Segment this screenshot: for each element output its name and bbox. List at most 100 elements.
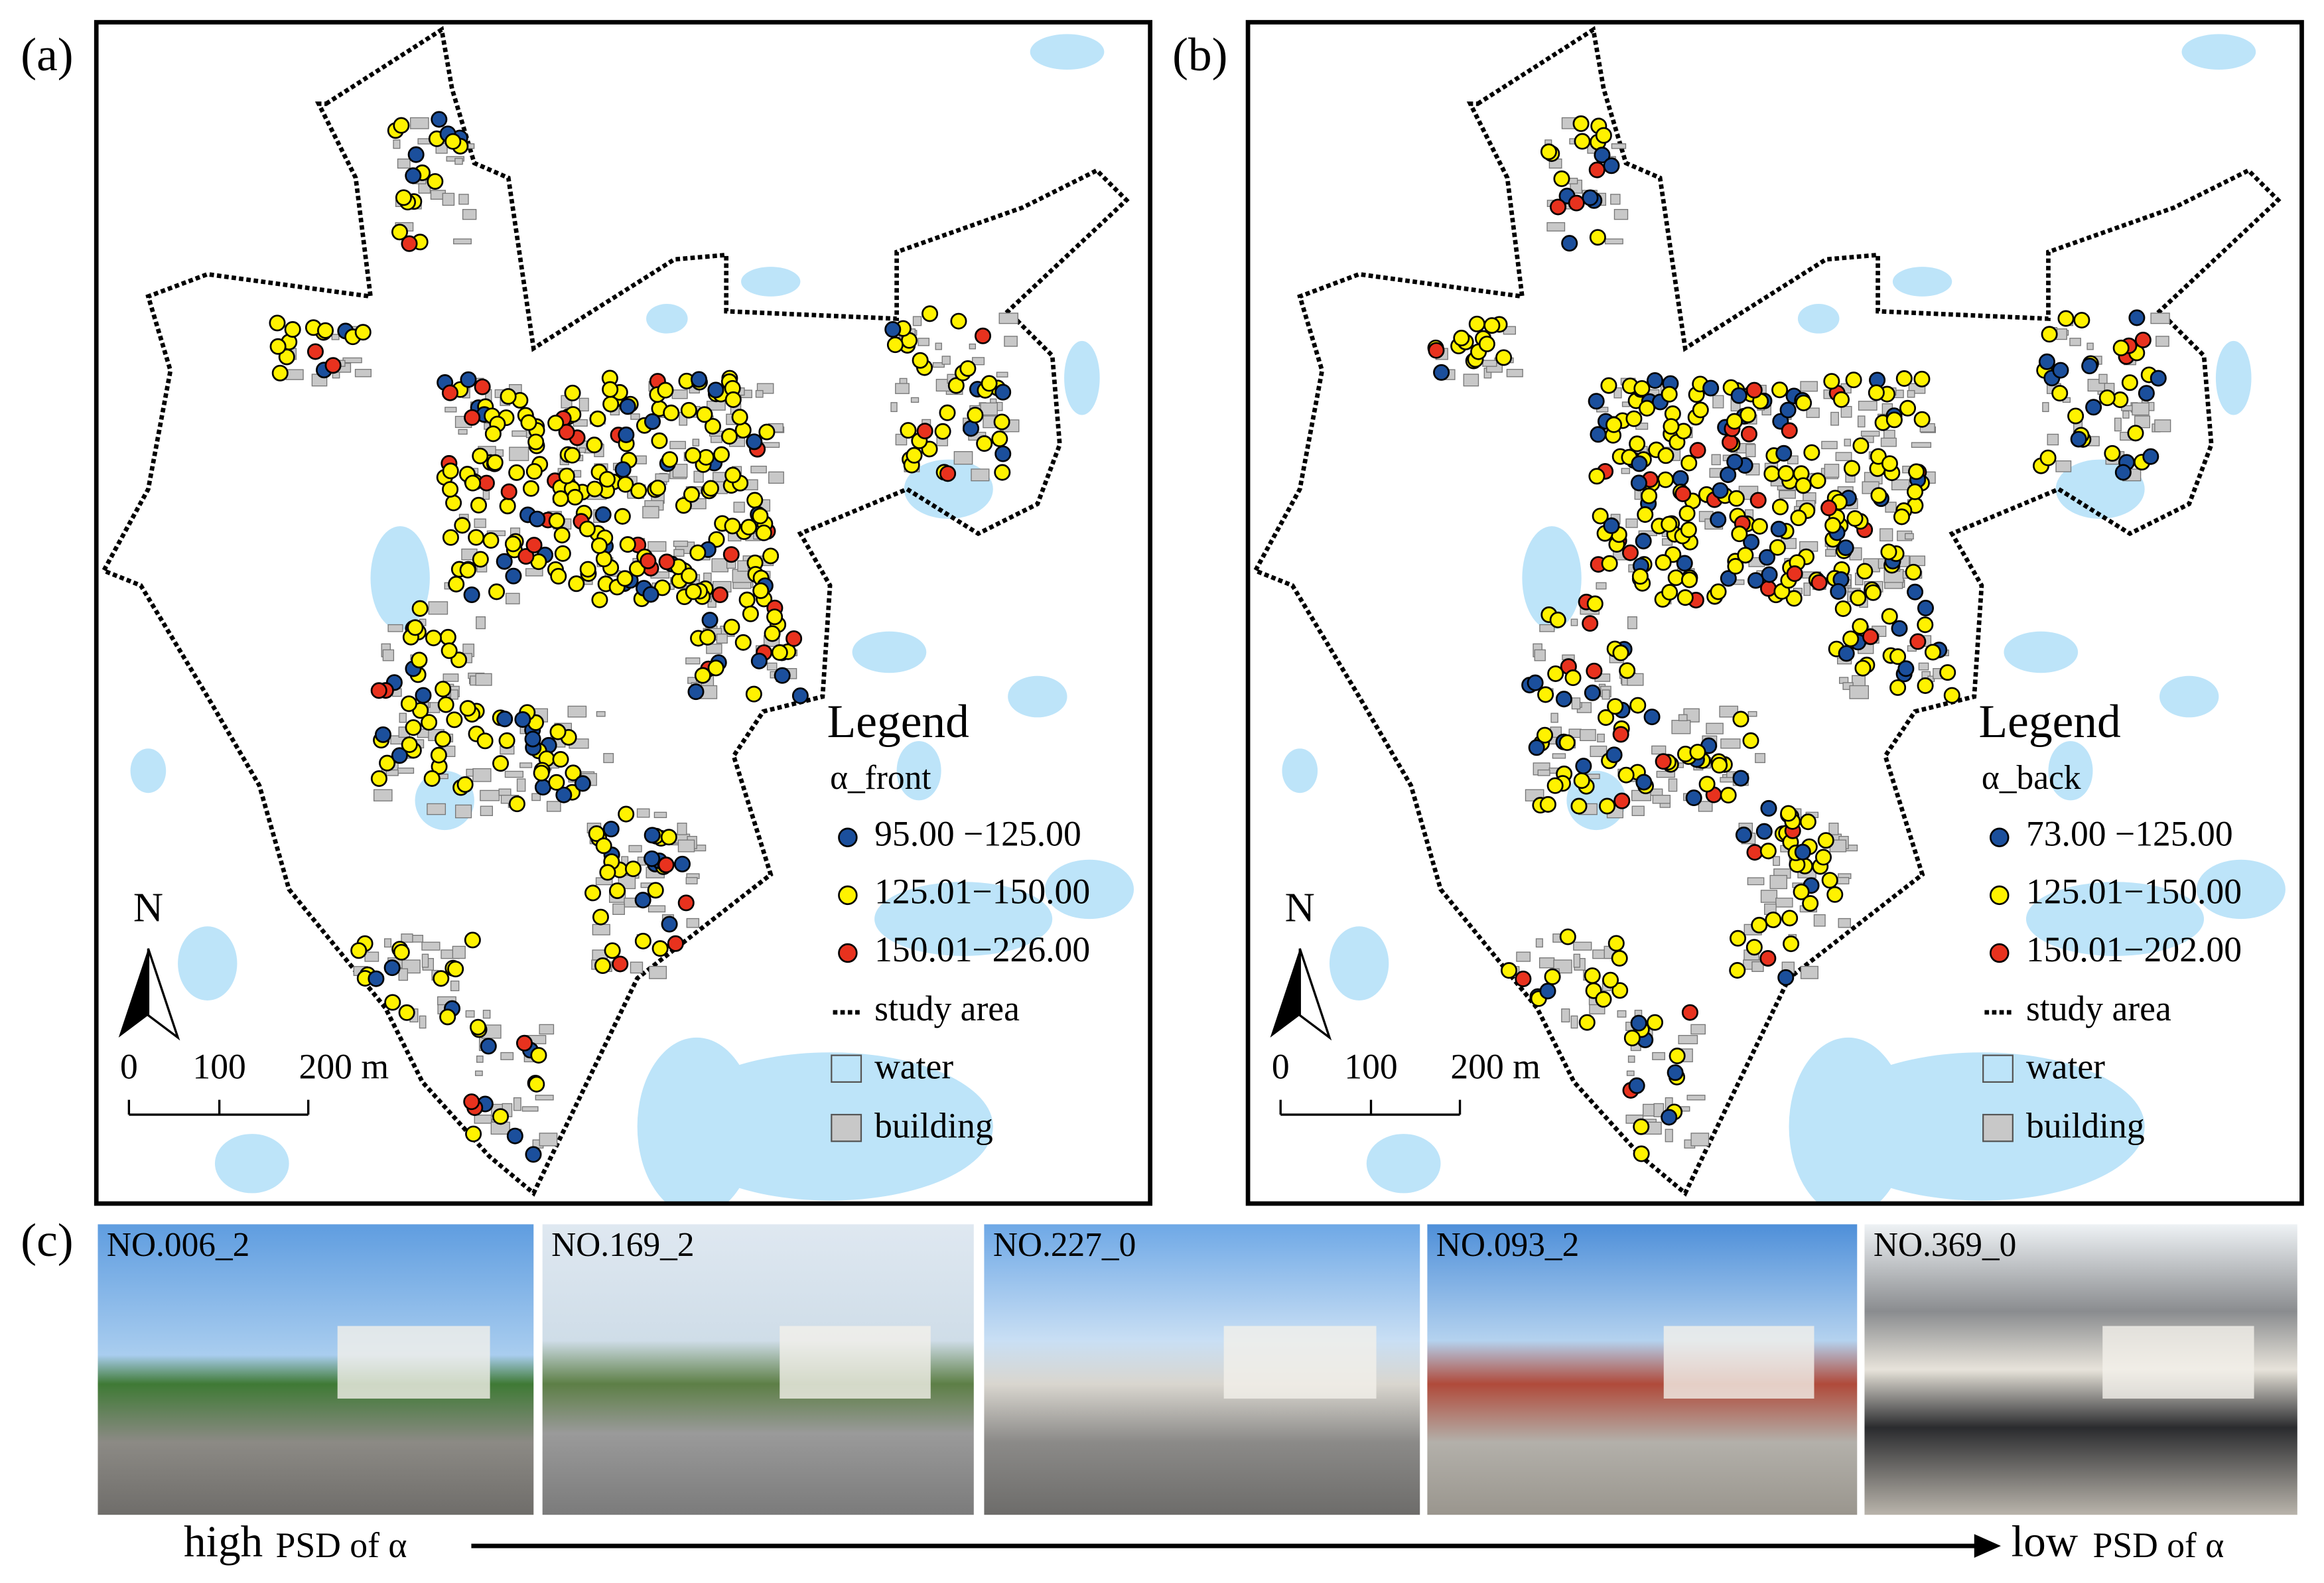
scale-label: 200 m — [1450, 1046, 1540, 1086]
sample-point — [488, 583, 506, 600]
sample-point — [731, 409, 748, 426]
building — [2155, 336, 2169, 347]
sample-point — [1539, 983, 1556, 1000]
sample-point — [994, 464, 1011, 481]
sample-point — [1594, 147, 1611, 164]
building — [628, 845, 642, 853]
sample-point — [1606, 416, 1623, 433]
sample-point — [1720, 570, 1737, 587]
sample-point — [1852, 618, 1869, 635]
sample-point — [1573, 772, 1590, 790]
sample-point — [1637, 506, 1654, 523]
sample-point — [1599, 797, 1616, 815]
sample-point — [750, 652, 768, 669]
building — [472, 768, 492, 782]
sample-point — [934, 423, 951, 440]
sample-point — [1727, 558, 1744, 575]
building — [454, 804, 472, 819]
building — [1885, 502, 1897, 513]
sample-point — [1612, 644, 1629, 661]
sample-point — [604, 942, 621, 959]
sample-point — [1749, 492, 1767, 509]
building — [579, 397, 589, 412]
building — [953, 450, 973, 465]
building — [895, 383, 910, 394]
building — [1573, 941, 1592, 951]
sample-point — [1795, 394, 1812, 411]
sample-point — [579, 520, 596, 537]
building — [401, 933, 413, 943]
sample-point — [1783, 935, 1800, 953]
building — [1538, 957, 1555, 969]
building — [1720, 738, 1741, 749]
building — [648, 905, 666, 913]
sample-point — [391, 224, 408, 241]
sample-point — [579, 561, 596, 578]
sample-point — [1795, 477, 1812, 494]
sample-point — [1483, 317, 1501, 334]
sample-point — [533, 764, 550, 782]
sample-point — [1675, 485, 1692, 502]
north-label: N — [133, 884, 163, 930]
sample-point — [528, 1075, 545, 1093]
legend-title: Legend — [1978, 695, 2120, 748]
sample-point — [401, 235, 418, 252]
sample-point — [786, 630, 803, 648]
sample-point — [370, 770, 387, 788]
sample-point — [1771, 381, 1789, 399]
sample-point — [1765, 911, 1782, 928]
building — [516, 778, 526, 792]
building — [1837, 877, 1850, 884]
building — [342, 357, 362, 364]
sample-point — [486, 454, 504, 471]
sample-point — [480, 1038, 497, 1055]
sample-point — [618, 426, 635, 443]
sample-point — [1657, 447, 1675, 464]
sample-point — [1544, 968, 1561, 985]
sample-point — [667, 935, 684, 952]
building — [509, 447, 529, 461]
sample-point — [1758, 549, 1775, 566]
psd-arrowhead — [1974, 1534, 2001, 1558]
sample-point — [464, 931, 481, 949]
building — [383, 938, 392, 948]
sample-point — [1824, 517, 1842, 534]
sample-point — [1586, 595, 1604, 612]
building — [1891, 479, 1910, 491]
building — [1573, 953, 1581, 968]
sample-point — [1729, 962, 1746, 979]
sample-point — [1564, 669, 1582, 687]
sample-point — [405, 719, 422, 736]
legend-title: Legend — [827, 695, 969, 748]
building — [539, 1133, 558, 1146]
sample-point — [1710, 583, 1727, 600]
sample-point — [1625, 410, 1643, 427]
building — [2047, 433, 2059, 446]
sample-point — [506, 1127, 523, 1144]
sample-point — [657, 381, 674, 399]
sample-point — [599, 864, 616, 881]
building — [706, 644, 722, 654]
sample-point — [649, 480, 667, 497]
building — [466, 768, 474, 777]
sample-point — [472, 551, 489, 568]
sample-point — [658, 553, 675, 571]
building — [1860, 431, 1880, 437]
sample-point — [947, 377, 965, 394]
sample-point — [1913, 370, 1931, 387]
sample-point — [534, 779, 551, 796]
sample-point — [1501, 962, 1518, 979]
sample-point — [586, 437, 603, 454]
sample-point — [1495, 349, 1513, 366]
sample-point — [1633, 1145, 1650, 1162]
sample-point — [1785, 590, 1803, 607]
sample-point — [1889, 648, 1907, 665]
photo-detail — [1663, 1326, 1814, 1399]
sample-point — [1777, 969, 1795, 986]
sample-point — [1692, 401, 1709, 419]
water-body — [2004, 631, 2079, 673]
building — [766, 662, 778, 671]
sample-point — [564, 384, 581, 401]
sample-point — [1676, 589, 1694, 606]
